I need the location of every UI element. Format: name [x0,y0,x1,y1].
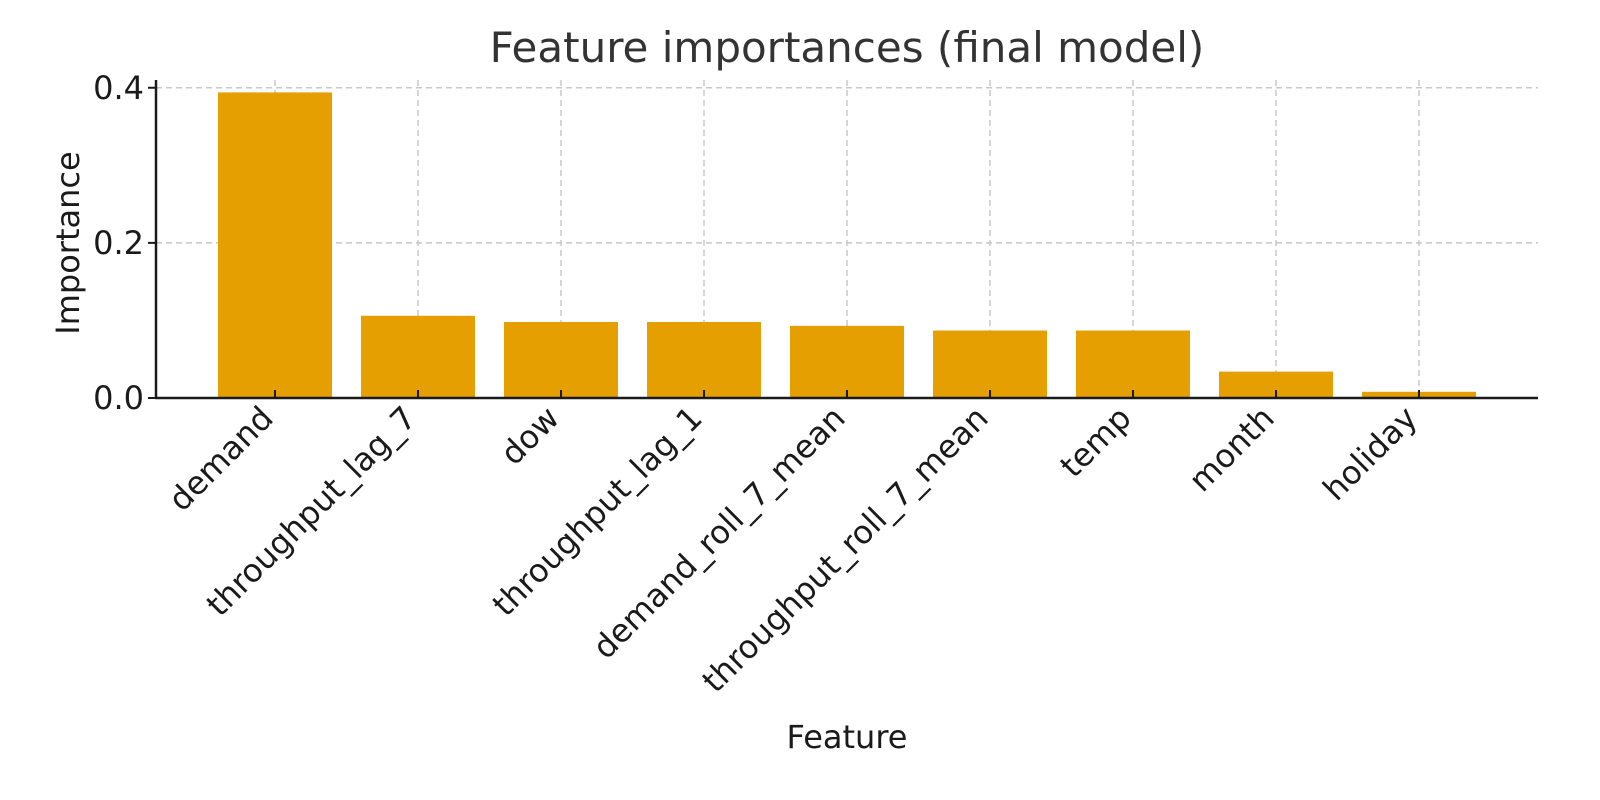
bar-temp [1076,330,1190,398]
x-tick-label: throughput_roll_7_mean [695,399,996,700]
bar-throughput_roll_7_mean [933,330,1047,398]
x-tick-label: demand [161,399,281,519]
x-tick-label: month [1181,399,1281,499]
bar-throughput_lag_1 [647,321,761,398]
x-axis-label: Feature [787,718,908,756]
x-tick-label: temp [1053,399,1139,485]
bars [218,92,1476,398]
x-tick-label: dow [493,399,567,473]
x-tick-label: holiday [1315,399,1424,508]
bar-demand [218,92,332,398]
bar-dow [504,321,618,398]
chart-title: Feature importances (final model) [490,23,1205,72]
x-tick-label: demand_roll_7_mean [585,399,852,666]
bar-demand_roll_7_mean [790,325,904,398]
y-tick-label: 0.2 [93,224,144,262]
y-axis-label: Importance [49,151,87,334]
y-tick-label: 0.4 [93,69,144,107]
y-tick-label: 0.0 [93,379,144,417]
bar-throughput_lag_7 [361,315,475,398]
